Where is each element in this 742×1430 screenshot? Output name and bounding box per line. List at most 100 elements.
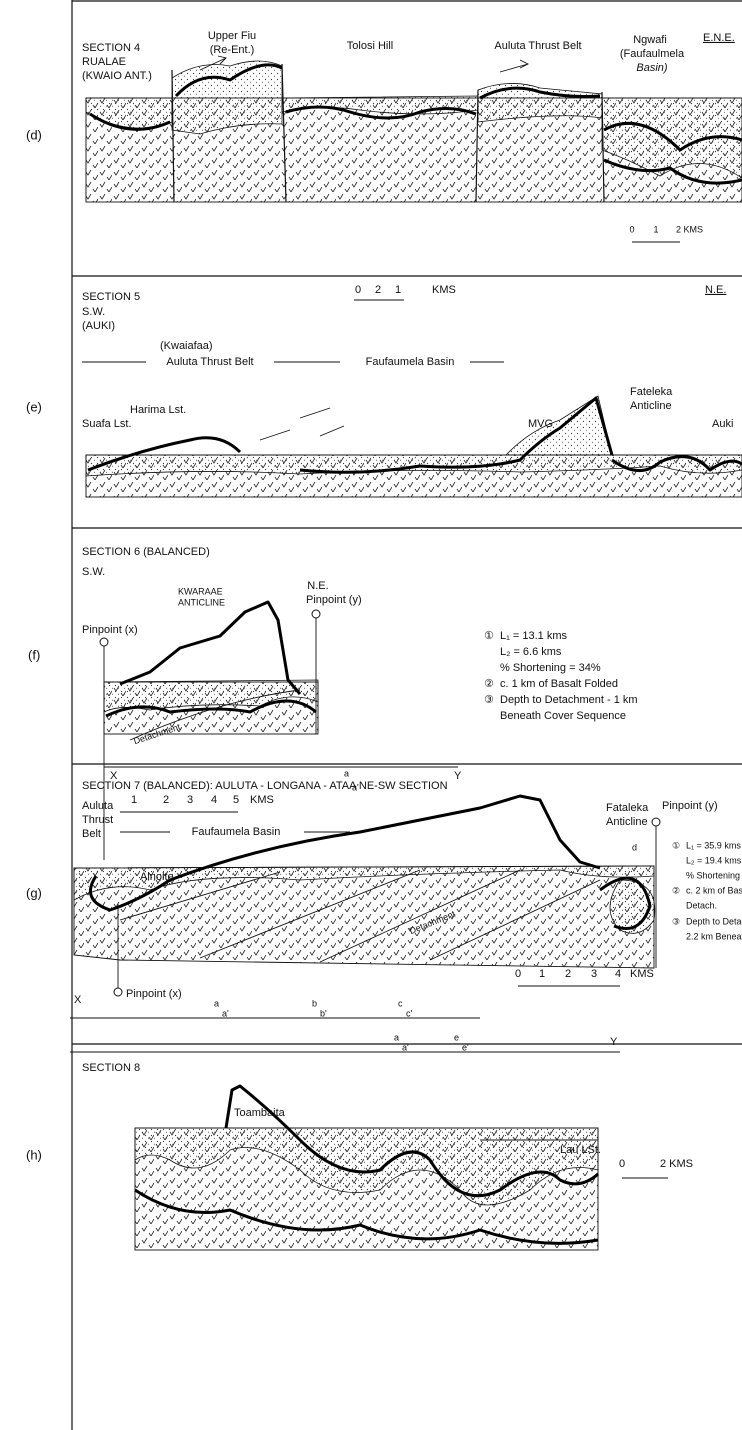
horizon xyxy=(599,876,652,930)
cover xyxy=(73,865,655,901)
label: d xyxy=(632,842,637,852)
label: Auki xyxy=(712,418,733,430)
scale-label: 1 xyxy=(653,224,658,234)
scale-label: 1 xyxy=(539,968,545,980)
scale-label: 5 xyxy=(233,794,239,806)
label: Toambaita xyxy=(234,1107,286,1119)
note: Detach. xyxy=(686,900,717,910)
label: (Re-Ent.) xyxy=(210,44,255,56)
section-title: SECTION 6 (BALANCED) xyxy=(82,546,210,558)
direction: E.N.E. xyxy=(703,32,735,44)
label: X xyxy=(110,770,118,782)
cover xyxy=(601,97,742,179)
mountain xyxy=(505,395,613,456)
label: a xyxy=(214,998,219,1008)
label: a' xyxy=(402,1042,409,1052)
label: Belt xyxy=(82,828,101,840)
label: Pinpoint (y) xyxy=(662,800,718,812)
label: Faufaumela Basin xyxy=(192,826,281,838)
pinpoint xyxy=(113,987,123,997)
fault xyxy=(119,869,601,963)
note: 2.2 km Beneath Cover xyxy=(686,931,742,941)
label: e xyxy=(454,1032,459,1042)
horizon xyxy=(299,396,614,474)
label: Fateleka xyxy=(630,386,673,398)
cover xyxy=(477,83,603,123)
label: Anticline xyxy=(606,816,648,828)
horizon xyxy=(119,600,302,695)
label: (Faufaulmela xyxy=(620,48,685,60)
cover xyxy=(171,60,283,135)
note: L₂ = 19.4 kms xyxy=(686,855,742,865)
scale-label: 1 xyxy=(131,794,137,806)
section-title: SECTION 5 xyxy=(82,291,140,303)
section-7: SECTION 7 (BALANCED): AULUTA - LONGANA -… xyxy=(70,780,742,1053)
scale-label: 3 xyxy=(591,968,597,980)
label: Pinpoint (y) xyxy=(306,594,362,606)
scale-label: 2 xyxy=(375,284,381,296)
thrust-arrow xyxy=(499,59,530,73)
label: a' xyxy=(222,1008,229,1018)
scale-label: KMS xyxy=(630,968,654,980)
scale-label: 2 KMS xyxy=(676,224,703,234)
note-marker: ③ xyxy=(672,916,680,926)
label: Lau LSt. xyxy=(560,1144,601,1156)
note: Depth to Detachment - xyxy=(686,916,742,926)
label: Thrust xyxy=(82,814,113,826)
label: (AUKI) xyxy=(82,320,115,332)
label: MVG xyxy=(528,418,553,430)
horizon xyxy=(603,121,742,152)
scale-label: KMS xyxy=(250,794,274,806)
label: KWARAAE xyxy=(178,586,223,596)
label: N.E. xyxy=(307,580,328,592)
horizon xyxy=(285,105,477,120)
note-marker: ③ xyxy=(484,694,494,706)
horizon xyxy=(134,1188,599,1245)
section-title: SECTION 8 xyxy=(82,1062,140,1074)
direction: N.E. xyxy=(705,284,726,296)
fault xyxy=(601,91,605,203)
label: Tolosi Hill xyxy=(347,40,393,52)
label: Auluta Thrust Belt xyxy=(494,40,581,52)
note-marker: ① xyxy=(484,630,494,642)
label: S.W. xyxy=(82,306,105,318)
scale-label: 0 xyxy=(629,224,634,234)
fault xyxy=(281,63,287,203)
panel-label: (e) xyxy=(26,399,42,414)
note: Depth to Detachment - 1 km xyxy=(500,694,638,706)
fault xyxy=(171,69,175,203)
thrust-arrow xyxy=(259,407,345,441)
section-6: SECTION 6 (BALANCED) S.W. N.E. Pinpoint … xyxy=(82,546,638,860)
label: Faufaumela Basin xyxy=(366,356,455,368)
scale-label: 4 xyxy=(211,794,217,806)
horizon xyxy=(105,699,317,718)
cover xyxy=(103,679,319,713)
label: Fataleka xyxy=(606,802,649,814)
scale-label: 2 xyxy=(163,794,169,806)
scale-label: 0 xyxy=(355,284,361,296)
label: Upper Fiu xyxy=(208,30,256,42)
label: ANTICLINE xyxy=(178,597,225,607)
cover xyxy=(134,1127,599,1206)
frame xyxy=(71,0,742,1430)
label: b xyxy=(312,998,317,1008)
label: Y xyxy=(454,770,462,782)
label: (Kwaiafaa) xyxy=(160,340,213,352)
note-marker: ② xyxy=(484,678,494,690)
label: S.W. xyxy=(82,566,105,578)
label: (KWAIO ANT.) xyxy=(82,70,152,82)
horizon xyxy=(87,436,242,472)
label: Auluta xyxy=(82,800,114,812)
thrust-arrow xyxy=(199,55,227,71)
note: L₁ = 13.1 kms xyxy=(500,630,567,642)
scale-label: 1 xyxy=(395,284,401,296)
label: b' xyxy=(320,1008,327,1018)
label: X xyxy=(74,994,82,1006)
label: Suafa Lst. xyxy=(82,418,132,430)
label: c' xyxy=(406,1008,413,1018)
scale-label: 2 KMS xyxy=(660,1158,693,1170)
label: Auluta Thrust Belt xyxy=(166,356,253,368)
label: a xyxy=(344,768,349,778)
horizon xyxy=(89,112,171,131)
